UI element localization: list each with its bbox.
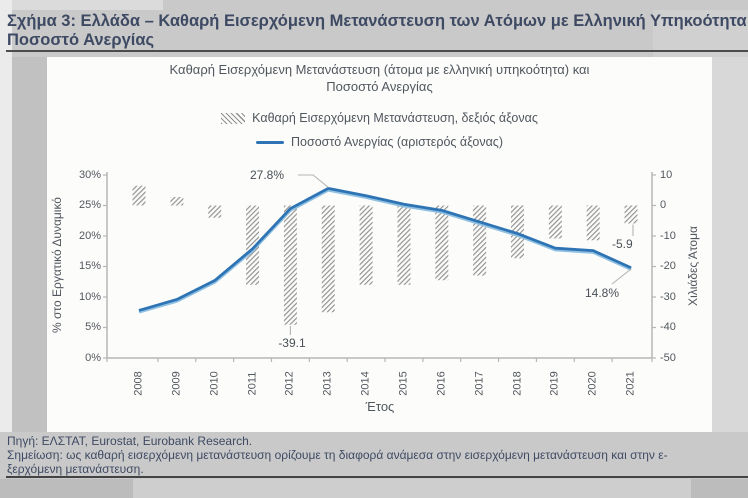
bar-2015	[397, 205, 411, 285]
bar-2020	[586, 205, 600, 241]
x-axis-tick-2010: 2010	[208, 371, 221, 396]
background-strip	[0, 0, 163, 10]
x-axis-tick-2015: 2015	[397, 371, 410, 396]
left-axis-tick-5: 5%	[85, 321, 101, 333]
bar-2013	[321, 205, 335, 313]
bar-2019	[548, 205, 562, 239]
legend-item-unemployment: Ποσοστό Ανεργίας (αριστερός άξονας)	[47, 135, 712, 149]
source-note: Πηγή: ΕΛΣΤΑΤ, Eurostat, Eurobank Researc…	[7, 434, 253, 448]
bar-2012	[283, 205, 297, 325]
line-swatch-icon	[256, 140, 284, 144]
chart-title-line2: Ποσοστό Ανεργίας	[326, 79, 433, 94]
x-axis-tick-2019: 2019	[548, 371, 561, 396]
figure-title: Σχήμα 3: Ελλάδα – Καθαρή Εισερχόμενη Μετ…	[7, 12, 748, 50]
callout-line-2021	[611, 268, 632, 285]
annotation-bar-min: -39.1	[278, 336, 306, 350]
x-axis-tick-2018: 2018	[511, 371, 523, 396]
bar-2017	[473, 205, 487, 276]
legend-label-unemployment: Ποσοστό Ανεργίας (αριστερός άξονας)	[291, 135, 503, 149]
right-axis-tick-10: 10	[660, 168, 673, 181]
legend-label-migration: Καθαρή Εισερχόμενη Μετανάστευση, δεξιός …	[252, 111, 538, 125]
background-strip	[653, 10, 748, 57]
title-divider	[6, 50, 748, 52]
bar-2008	[132, 185, 146, 206]
annotation-line-peak: 27.8%	[250, 168, 285, 182]
right-axis-tick--30: -30	[660, 290, 676, 303]
hatch-swatch-icon	[221, 112, 246, 124]
x-axis-tick-2013: 2013	[321, 371, 334, 396]
right-axis-tick--10: -10	[660, 229, 676, 242]
x-axis-tick-2014: 2014	[359, 371, 372, 396]
chart-title-line1: Καθαρή Εισερχόμενη Μετανάστευση (άτομα μ…	[169, 62, 590, 77]
background-strip	[133, 479, 691, 498]
figure-title-line2: Ποσοστό Ανεργίας	[7, 31, 155, 49]
bar-2014	[359, 205, 373, 285]
left-axis-tick-30: 30%	[78, 168, 101, 181]
background-strip	[712, 57, 748, 432]
bar-2011	[246, 205, 260, 285]
left-axis-tick-0: 0%	[85, 351, 101, 364]
bottom-divider	[6, 476, 748, 478]
footnote-line2: ξερχόμενη μετανάστευση.	[7, 462, 144, 476]
right-axis-tick--40: -40	[660, 321, 676, 333]
unemployment-line	[138, 187, 632, 312]
x-axis-tick-2011: 2011	[246, 371, 259, 396]
x-axis-tick-2016: 2016	[435, 371, 448, 396]
bar-2010	[208, 205, 222, 218]
callout-peak	[298, 174, 329, 188]
bar-2021	[624, 205, 638, 224]
legend-item-migration: Καθαρή Εισερχόμενη Μετανάστευση, δεξιός …	[47, 111, 712, 125]
bar-2016	[435, 205, 449, 281]
left-axis-tick-10: 10%	[78, 290, 101, 303]
left-axis-tick-20: 20%	[78, 229, 101, 242]
x-axis-tick-2017: 2017	[473, 371, 486, 396]
x-axis-tick-2008: 2008	[132, 371, 145, 396]
x-axis-tick-2012: 2012	[283, 371, 296, 396]
background-strip	[0, 0, 12, 432]
x-axis-tick-2021: 2021	[624, 371, 637, 396]
bar-2018	[511, 205, 524, 259]
footnote-line1: Σημείωση: ως καθαρή εισερχόμενη μετανάστ…	[7, 448, 668, 462]
chart-panel	[47, 57, 712, 432]
left-axis-tick-15: 15%	[78, 260, 101, 272]
right-axis-tick--20: -20	[660, 260, 676, 272]
x-axis-tick-2020: 2020	[586, 371, 599, 396]
annotation-bar-2021: -5.9	[612, 237, 633, 251]
bar-2009	[170, 196, 184, 206]
annotation-line-2021: 14.8%	[585, 286, 620, 300]
background-strip	[12, 57, 47, 432]
right-axis-tick-0: 0	[660, 199, 667, 211]
figure-title-line1: Σχήμα 3: Ελλάδα – Καθαρή Εισερχόμενη Μετ…	[7, 12, 748, 30]
left-axis-tick-25: 25%	[78, 199, 101, 211]
x-axis-tick-2009: 2009	[170, 371, 183, 396]
x-axis-title: Έτος	[365, 399, 395, 414]
right-axis-tick--50: -50	[660, 351, 676, 364]
